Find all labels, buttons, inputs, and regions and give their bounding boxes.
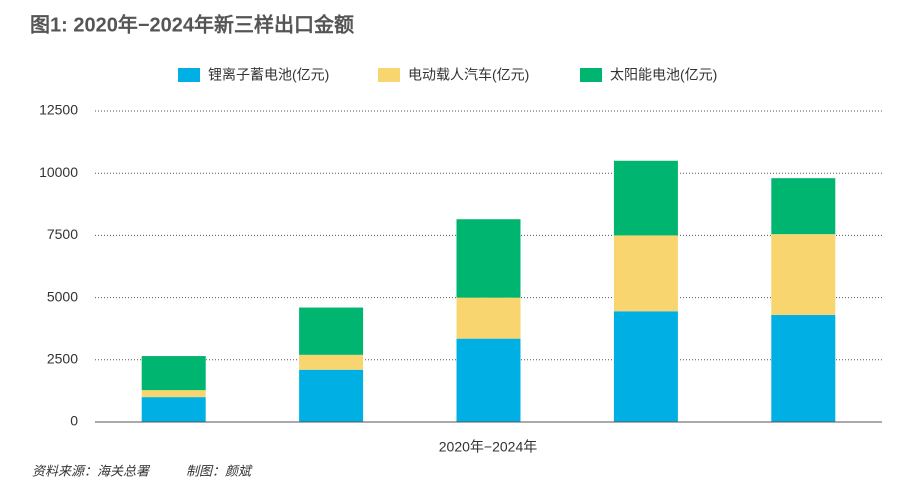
bar-segment <box>299 307 364 355</box>
bar-segment <box>141 390 206 398</box>
x-axis-label: 2020年−2024年 <box>439 439 537 455</box>
chart-title: 图1: 2020年−2024年新三样出口金额 <box>30 12 354 36</box>
bar-segment <box>141 397 206 422</box>
bar-segment <box>771 234 836 316</box>
bar-segment <box>771 315 836 422</box>
legend-label: 电动载人汽车(亿元) <box>408 67 529 83</box>
y-tick-label: 5000 <box>47 288 78 304</box>
legend-swatch <box>580 68 602 82</box>
credit: 制图：颜斌 <box>186 463 253 478</box>
y-tick-label: 0 <box>70 413 78 429</box>
legend-label: 锂离子蓄电池(亿元) <box>208 67 329 83</box>
bar-segment <box>613 311 678 422</box>
bar-segment <box>771 178 836 235</box>
legend-label: 太阳能电池(亿元) <box>610 67 717 83</box>
bar-segment <box>299 369 364 422</box>
legend-swatch <box>378 68 400 82</box>
y-tick-label: 10000 <box>39 164 78 180</box>
y-tick-label: 7500 <box>47 226 78 242</box>
bar-segment <box>456 219 521 298</box>
bar-segment <box>299 354 364 370</box>
bar-segment <box>456 338 521 422</box>
y-tick-label: 12500 <box>39 102 78 118</box>
legend-swatch <box>178 68 200 82</box>
source: 资料来源：海关总署 <box>32 463 151 478</box>
bar-segment <box>141 356 206 391</box>
bar-segment <box>613 160 678 236</box>
bar-segment <box>613 235 678 312</box>
bar-segment <box>456 297 521 339</box>
y-tick-label: 2500 <box>47 351 78 367</box>
